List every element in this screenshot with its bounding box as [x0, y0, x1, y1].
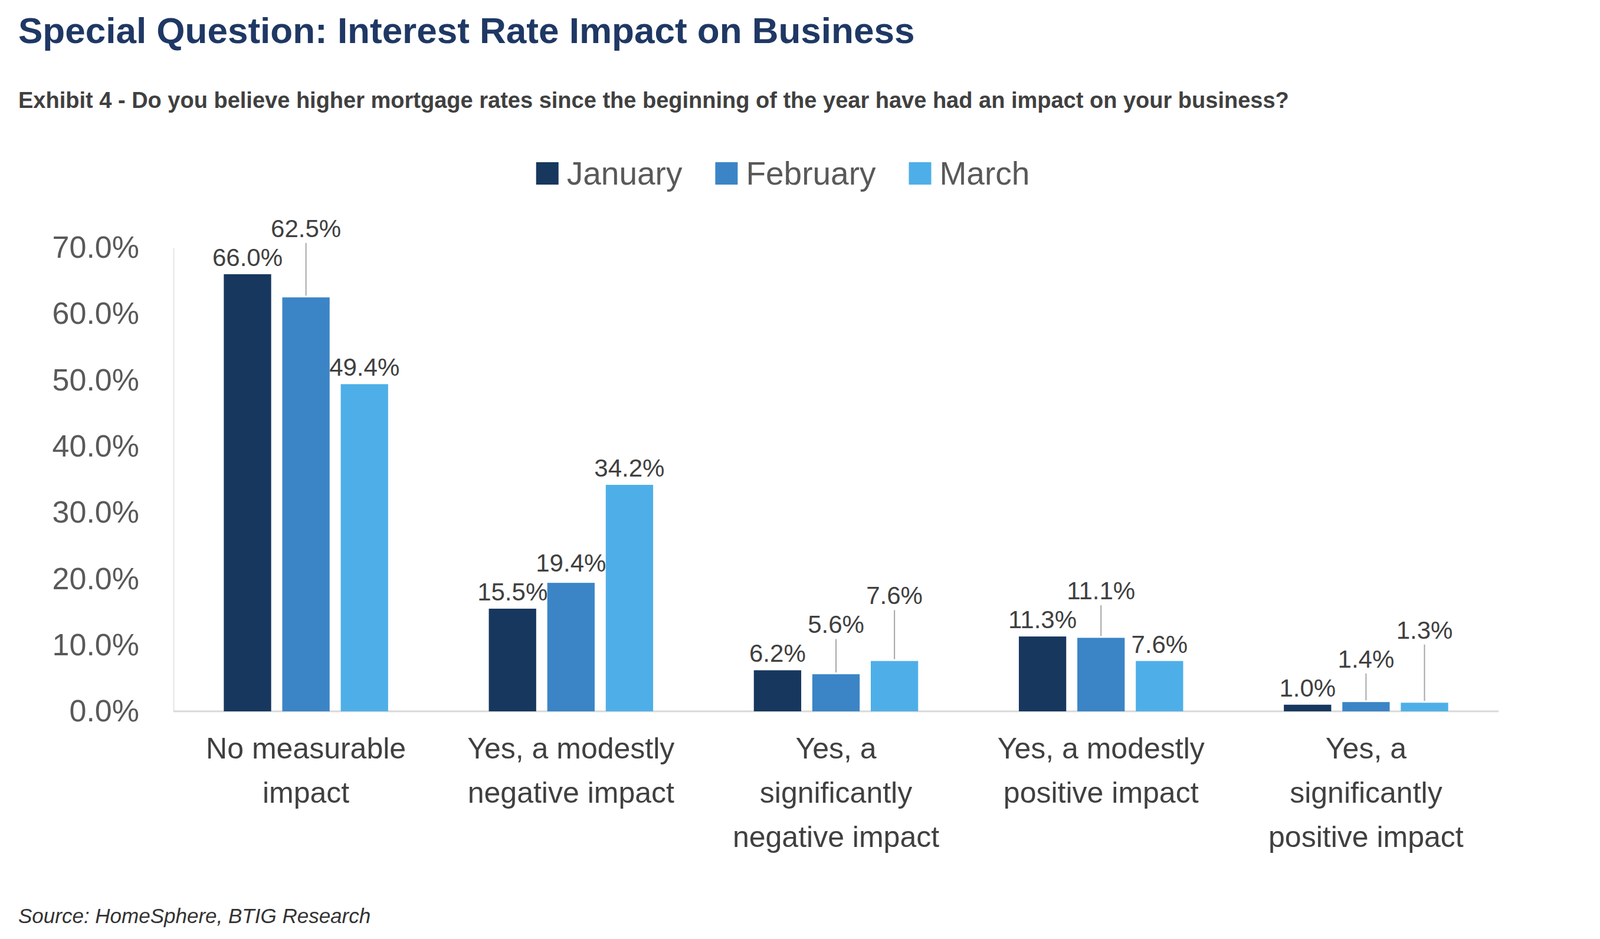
- series-bars: [282, 297, 1390, 712]
- x-tick-label: No measurableimpact: [205, 732, 406, 810]
- y-tick-label: 70.0%: [52, 230, 140, 265]
- y-tick-label: 50.0%: [52, 362, 140, 398]
- data-label: 49.4%: [329, 353, 400, 382]
- y-axis: 0.0% 10.0% 20.0% 30.0% 40.0% 50.0% 60.0% 70.0%: [52, 230, 175, 729]
- source: Source: HomeSphere, BTIG Research: [18, 904, 371, 928]
- y-axis-line: [173, 248, 175, 713]
- bar: [341, 384, 389, 712]
- data-label: 5.6%: [807, 610, 865, 639]
- bar: [812, 674, 860, 712]
- y-tick-label: 30.0%: [52, 494, 140, 530]
- bar: [1342, 702, 1390, 712]
- legend-label: February: [745, 155, 877, 192]
- y-tick: 70.0%: [52, 230, 174, 265]
- label-leader: [1365, 673, 1367, 701]
- y-tick: 40.0%: [52, 428, 174, 464]
- x-tick: Yes, asignificantlynegative impact: [732, 711, 940, 854]
- x-tick-label: Yes, a modestlypositive impact: [997, 732, 1205, 810]
- data-label: 11.1%: [1066, 576, 1136, 605]
- data-labels: 66.0%62.5%49.4%15.5%19.4%34.2%6.2%5.6%7.…: [212, 214, 1453, 703]
- data-label: 34.2%: [594, 454, 665, 483]
- bar: [489, 608, 537, 712]
- y-tick: 60.0%: [52, 296, 174, 331]
- x-tick: Yes, a modestlypositive impact: [997, 711, 1205, 810]
- x-tick: Yes, asignificantlypositive impact: [1268, 711, 1464, 854]
- y-tick: 20.0%: [52, 561, 174, 596]
- y-tick-label: 10.0%: [52, 627, 140, 662]
- legend-item: February: [715, 155, 877, 192]
- legend-label: March: [939, 155, 1030, 192]
- x-tick: No measurableimpact: [205, 711, 406, 810]
- legend-swatch: [715, 162, 738, 185]
- data-label: 1.3%: [1396, 616, 1454, 645]
- data-label: 6.2%: [749, 639, 806, 668]
- legend-item: January: [536, 155, 683, 192]
- x-tick: Yes, a modestlynegative impact: [467, 711, 675, 810]
- y-tick: 30.0%: [52, 494, 174, 530]
- y-tick: 50.0%: [52, 362, 174, 398]
- label-leader: [1100, 605, 1102, 636]
- data-label: 66.0%: [212, 243, 283, 272]
- label-leader: [893, 610, 895, 659]
- y-tick-label: 60.0%: [52, 296, 140, 331]
- y-tick-label: 40.0%: [52, 428, 140, 464]
- series-bars: [341, 384, 1449, 712]
- y-tick: 10.0%: [52, 627, 174, 662]
- x-tick-label: Yes, asignificantlynegative impact: [732, 732, 940, 854]
- data-label: 15.5%: [477, 578, 548, 606]
- bar: [1400, 702, 1448, 712]
- bar: [1283, 705, 1331, 712]
- data-label: 1.0%: [1279, 674, 1336, 703]
- subtitle: Exhibit 4 - Do you believe higher mortga…: [18, 87, 1290, 113]
- bar: [870, 661, 918, 712]
- legend-item: March: [908, 155, 1030, 192]
- label-leader: [1424, 644, 1426, 702]
- x-tick-label: Yes, a modestlynegative impact: [467, 732, 675, 810]
- legend: January February March: [536, 155, 1031, 192]
- x-axis: No measurableimpact Yes, a modestlynegati…: [173, 711, 1499, 854]
- label-leader: [305, 243, 307, 296]
- bar: [1077, 637, 1125, 712]
- label-leader: [835, 638, 837, 673]
- bar: [1135, 661, 1183, 712]
- data-label: 7.6%: [1130, 630, 1188, 659]
- y-tick-label: 20.0%: [52, 561, 140, 596]
- chart-root: Special Question: Interest Rate Impact o…: [0, 0, 1600, 939]
- y-tick-label: 0.0%: [69, 693, 140, 729]
- plot: 0.0% 10.0% 20.0% 30.0% 40.0% 50.0% 60.0% 70.0% N…: [52, 214, 1499, 854]
- bars: [223, 274, 1448, 712]
- bar: [223, 274, 271, 712]
- series-bars: [223, 274, 1331, 712]
- data-label: 62.5%: [270, 214, 342, 243]
- bar: [605, 484, 654, 712]
- bar: [1018, 636, 1067, 712]
- title: Special Question: Interest Rate Impact o…: [18, 10, 915, 51]
- data-label: 7.6%: [866, 581, 923, 610]
- bar: [282, 297, 330, 712]
- x-tick-label: Yes, asignificantlypositive impact: [1268, 732, 1464, 854]
- data-label: 1.4%: [1338, 645, 1395, 674]
- bar: [753, 670, 802, 712]
- bar: [547, 582, 595, 712]
- data-label: 19.4%: [535, 549, 606, 577]
- data-label: 11.3%: [1008, 605, 1077, 634]
- legend-label: January: [566, 155, 683, 192]
- legend-swatch: [908, 162, 931, 185]
- y-tick: 0.0%: [69, 693, 174, 729]
- legend-swatch: [536, 162, 559, 185]
